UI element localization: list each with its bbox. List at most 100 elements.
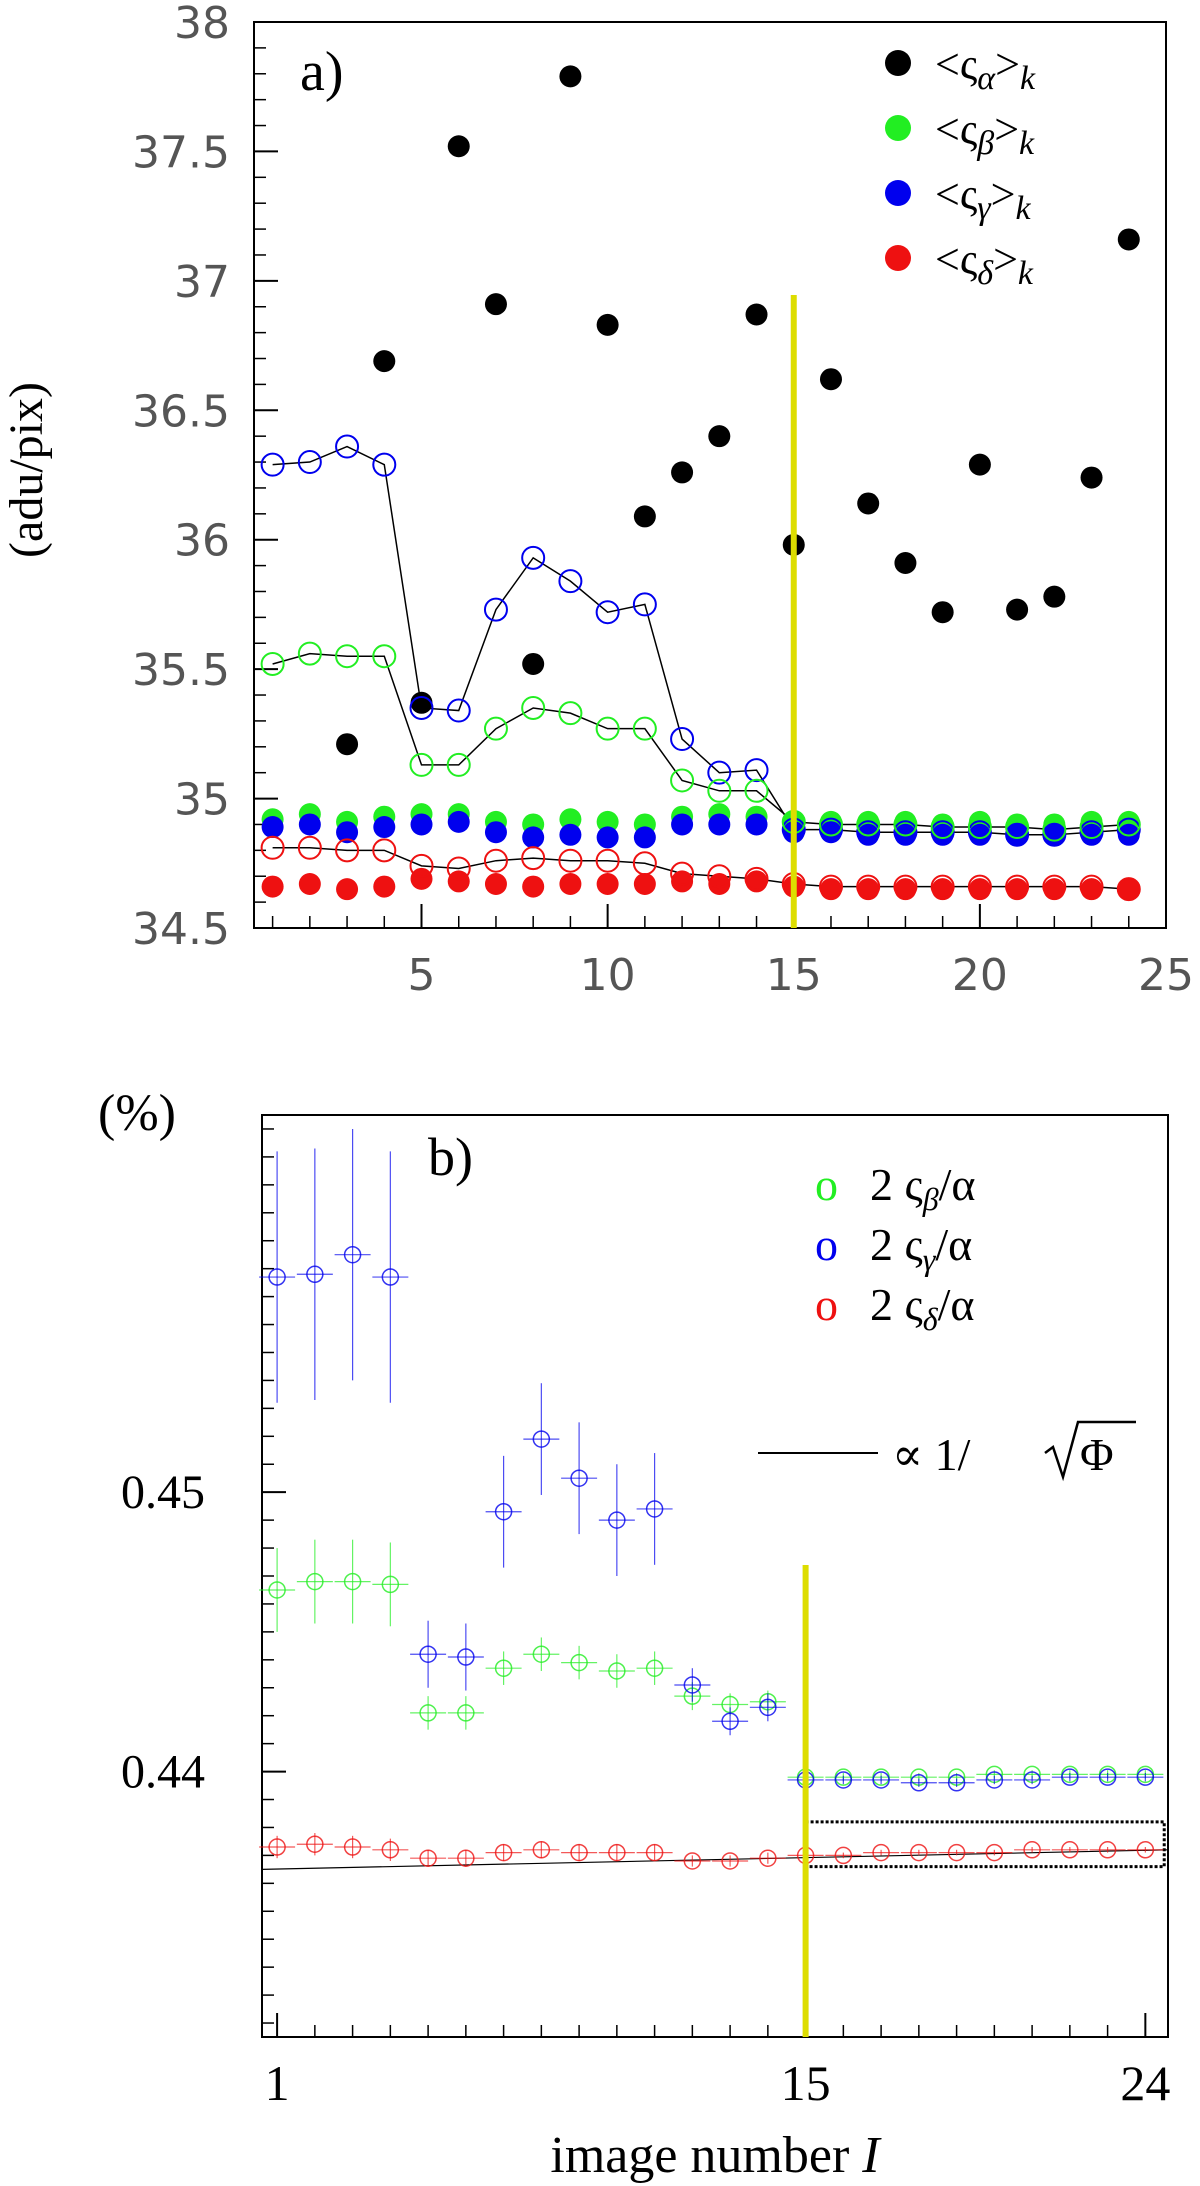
data-point-delta-open	[335, 838, 360, 863]
data-point-delta-open	[856, 874, 881, 899]
panel-a-y-tick-label: 35.5	[132, 645, 230, 696]
data-point-delta	[671, 870, 694, 893]
panel-a-y-tick-label: 37.5	[132, 127, 230, 178]
data-point-alpha	[1043, 585, 1066, 608]
data-point-gamma	[261, 816, 284, 839]
data-point-beta-open	[521, 695, 546, 720]
panel-b-x-tick-label: 15	[781, 2055, 831, 2111]
data-point-alpha	[968, 453, 991, 476]
data-point-beta-open	[483, 716, 508, 741]
data-point-alpha	[931, 601, 954, 624]
data-point-gamma-open	[744, 758, 769, 783]
legend-entry: 2 ςδ/α	[870, 1279, 974, 1337]
data-point-beta-open	[558, 701, 583, 726]
data-point-gamma	[708, 813, 731, 836]
data-point-delta-open	[521, 846, 546, 871]
legend-marker: o	[815, 1159, 838, 1210]
data-point-delta-ratio	[1061, 1841, 1079, 1859]
data-point-beta-ratio	[419, 1704, 437, 1722]
panel-b-legend: o 2 ςβ/α o 2 ςγ/α o 2 ςδ/α ∝ 1/Φ	[758, 1159, 1136, 1482]
data-point-gamma-ratio	[1136, 1768, 1155, 1786]
data-point-beta-open	[1079, 815, 1104, 840]
panel-b-x-axis-label-var: I	[861, 2127, 882, 2184]
data-point-alpha	[894, 552, 917, 575]
data-point-delta-ratio	[381, 1841, 400, 1859]
data-point-gamma-ratio	[343, 1245, 362, 1264]
data-point-delta-ratio	[759, 1849, 777, 1867]
legend-entry: <ςβ>k	[935, 105, 1035, 162]
data-point-gamma-open	[670, 727, 695, 752]
data-point-gamma	[596, 826, 619, 849]
data-point-delta-open	[1005, 874, 1030, 899]
data-point-gamma-open	[409, 695, 434, 720]
data-point-gamma-ratio	[645, 1500, 664, 1518]
data-point-delta	[894, 878, 917, 901]
data-point-delta	[522, 875, 545, 898]
data-point-delta	[1043, 878, 1066, 901]
data-point-beta-ratio	[343, 1572, 362, 1591]
data-point-alpha	[484, 293, 507, 316]
data-point-alpha	[447, 135, 470, 158]
panel-a-y-tick-label: 34.5	[132, 904, 230, 955]
data-point-delta	[336, 878, 359, 901]
data-point-delta-ratio	[985, 1843, 1004, 1862]
data-point-gamma-ratio	[608, 1511, 626, 1529]
data-point-delta	[819, 878, 842, 901]
data-point-beta-ratio	[570, 1653, 588, 1672]
data-point-alpha	[857, 492, 880, 515]
data-point-delta-ratio	[1023, 1841, 1041, 1859]
data-point-gamma	[410, 813, 433, 836]
panel-b-y-axis-label: (%)	[98, 1085, 176, 1142]
data-point-gamma	[484, 821, 507, 844]
data-point-gamma-open	[707, 760, 732, 785]
data-point-delta-ratio	[532, 1841, 551, 1859]
data-point-gamma-open	[260, 452, 285, 477]
data-point-beta-ratio	[268, 1581, 286, 1599]
data-point-alpha	[559, 65, 582, 88]
data-point-delta	[857, 878, 880, 901]
data-point-delta-open	[818, 874, 843, 899]
data-point-alpha	[819, 368, 842, 391]
data-point-gamma-open	[632, 592, 657, 617]
data-point-delta-ratio	[910, 1843, 928, 1862]
data-point-delta-open	[483, 848, 508, 873]
data-point-alpha	[596, 313, 619, 336]
data-point-gamma-ratio	[570, 1469, 588, 1487]
data-point-delta-open	[1079, 874, 1104, 899]
panel-a-frame	[253, 21, 1167, 929]
data-point-delta-ratio	[494, 1843, 513, 1862]
data-point-gamma	[819, 821, 842, 844]
data-point-beta-open	[930, 815, 955, 840]
fit-legend-phi: Φ	[1080, 1429, 1114, 1480]
data-point-beta-open	[297, 641, 322, 666]
data-point-delta-open	[595, 848, 620, 873]
data-point-gamma-open	[893, 820, 918, 845]
panel-a-x-tick-label: 15	[766, 950, 822, 1001]
data-point-delta-open	[260, 835, 285, 860]
data-point-beta-ratio	[608, 1662, 626, 1680]
data-point-gamma	[968, 823, 991, 846]
panel-b-x-tick-label: 24	[1120, 2055, 1170, 2111]
data-point-delta-open	[707, 864, 732, 889]
data-point-gamma-ratio	[683, 1676, 702, 1694]
data-point-delta-ratio	[947, 1843, 966, 1862]
data-point-delta	[373, 875, 396, 898]
panel-a-legend: <ςα>k <ςβ>k <ςγ>k <ςδ>k	[885, 40, 1036, 292]
data-point-delta	[410, 867, 433, 890]
data-point-beta-ratio	[381, 1575, 400, 1594]
data-point-gamma-ratio	[721, 1712, 739, 1731]
data-point-delta-open	[744, 866, 769, 891]
data-point-delta-ratio	[608, 1843, 626, 1862]
legend-marker	[885, 50, 911, 76]
panel-a-y-tick-label: 35	[174, 775, 230, 826]
data-point-delta	[633, 872, 656, 895]
data-point-gamma-ratio	[872, 1771, 890, 1789]
data-point-delta-open	[558, 848, 583, 873]
data-point-delta-ratio	[721, 1852, 739, 1870]
data-point-beta-open	[335, 644, 360, 669]
legend-entry: 2 ςβ/α	[870, 1159, 976, 1217]
data-point-delta-open	[372, 838, 397, 863]
data-point-alpha	[410, 691, 433, 714]
data-point-delta-open	[1042, 874, 1067, 899]
